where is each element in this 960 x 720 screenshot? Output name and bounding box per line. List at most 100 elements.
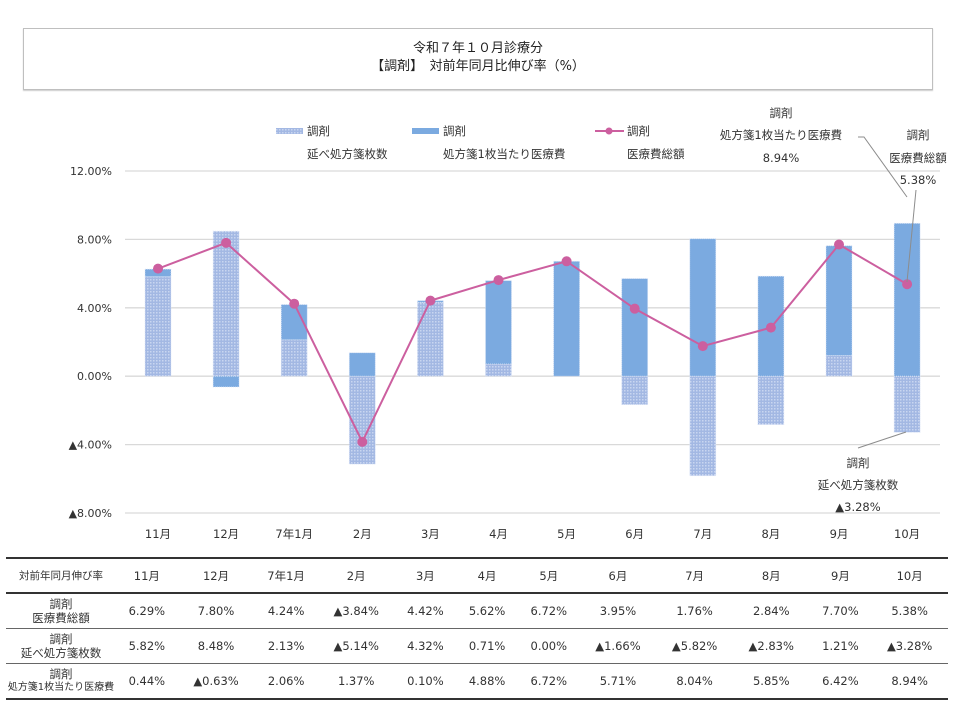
table-cell: 5.62%	[456, 593, 518, 629]
legend-label: 調剤	[307, 124, 330, 138]
bar-prescription-count	[348, 375, 376, 465]
table-cell: 4.24%	[254, 593, 318, 629]
bar-cost-per-sheet	[893, 222, 921, 377]
table-cell: 4.88%	[456, 663, 518, 700]
line-marker	[425, 295, 436, 306]
table-cell: 7.80%	[177, 593, 255, 629]
legend-item-count[interactable]: 調剤 延べ処方箋枚数	[276, 124, 388, 161]
table-cell: 0.10%	[394, 663, 457, 700]
data-table: 対前年同月伸び率 11月 12月 7年1月 2月 3月 4月 5月 6月 7月 …	[6, 557, 948, 700]
x-category-label: 12月	[213, 527, 239, 541]
line-marker	[289, 298, 300, 309]
table-cell: 6.42%	[809, 663, 872, 700]
bar-cost-per-sheet	[485, 280, 512, 365]
bar-prescription-count	[893, 375, 921, 433]
y-tick-label: 8.00%	[77, 233, 112, 246]
annotation-text: 調剤	[770, 106, 793, 120]
legend-item-per-sheet[interactable]: 調剤 処方箋1枚当たり医療費	[412, 124, 565, 161]
table-header-row: 対前年同月伸び率 11月 12月 7年1月 2月 3月 4月 5月 6月 7月 …	[6, 557, 948, 594]
bars	[144, 222, 921, 477]
column-header: 5月	[517, 557, 580, 594]
line-marker	[629, 303, 640, 314]
row-header: 調剤 処方箋1枚当たり医療費	[6, 663, 116, 700]
y-tick-label: 0.00%	[77, 370, 112, 383]
x-category-label: 6月	[625, 527, 644, 541]
x-axis-categories: 11月 12月 7年1月 2月 3月 4月 5月 6月 7月 8月 9月 10月	[145, 527, 920, 541]
y-tick-label: 12.00%	[70, 165, 112, 178]
column-header: 8月	[732, 557, 810, 594]
column-header: 7月	[656, 557, 733, 594]
line-marker	[357, 436, 368, 447]
legend-item-total[interactable]: 調剤 医療費総額	[595, 124, 685, 161]
table-cell: ▲3.28%	[871, 628, 948, 664]
table-cell: 7.70%	[809, 593, 872, 629]
x-category-label: 7月	[693, 527, 712, 541]
column-header: 4月	[456, 557, 518, 594]
row-header: 調剤 医療費総額	[6, 593, 116, 629]
line-marker	[493, 275, 504, 286]
legend-swatch-solid	[412, 128, 439, 134]
table-cell: 2.84%	[732, 593, 810, 629]
annotation-text: 延べ処方箋枚数	[818, 478, 899, 492]
table-cell: ▲5.14%	[317, 628, 395, 664]
annotation-value: ▲3.28%	[835, 500, 880, 514]
bar-prescription-count	[621, 375, 649, 405]
table-cell: 6.72%	[517, 593, 580, 629]
column-header: 3月	[394, 557, 457, 594]
bar-prescription-count	[212, 230, 240, 377]
x-category-label: 2月	[353, 527, 372, 541]
legend: 調剤 延べ処方箋枚数 調剤 処方箋1枚当たり医療費 調剤 医療費総額	[276, 124, 685, 161]
column-header: 6月	[579, 557, 657, 594]
legend-label: 医療費総額	[627, 147, 685, 161]
bar-prescription-count	[485, 363, 512, 377]
table-cell: 8.48%	[177, 628, 255, 664]
x-category-label: 5月	[557, 527, 576, 541]
table-row-total: 調剤 医療費総額 6.29% 7.80% 4.24% ▲3.84% 4.42% 5…	[6, 593, 948, 629]
table-cell: 0.00%	[517, 628, 580, 664]
table-cell: 3.95%	[579, 593, 657, 629]
row-header-line1: 調剤	[49, 632, 73, 646]
annotation-value: 5.38%	[900, 173, 937, 187]
table-cell: 2.13%	[254, 628, 318, 664]
table-cell: 8.94%	[871, 663, 948, 700]
legend-label: 調剤	[443, 124, 466, 138]
annotation-leader-line	[858, 136, 908, 198]
column-header: 2月	[317, 557, 395, 594]
annotation-leader-line	[857, 431, 907, 449]
bar-cost-per-sheet	[212, 375, 240, 388]
y-axis-ticks: 12.00% 8.00% 4.00% 0.00% ▲4.00% ▲8.00%	[69, 165, 112, 520]
table-cell: 1.76%	[656, 593, 733, 629]
line-marker	[834, 239, 844, 250]
bar-prescription-count	[280, 339, 308, 377]
table-cell: 5.85%	[732, 663, 810, 700]
legend-swatch-dotted	[276, 128, 303, 134]
legend-label: 処方箋1枚当たり医療費	[443, 147, 565, 161]
bar-cost-per-sheet	[689, 238, 717, 377]
x-category-label: 10月	[894, 527, 920, 541]
table-cell: 6.72%	[517, 663, 580, 700]
bar-cost-per-sheet	[825, 245, 853, 356]
column-header: 10月	[871, 557, 948, 594]
annotation-value: 8.94%	[763, 151, 800, 165]
table-cell: ▲5.82%	[656, 628, 733, 664]
chart-title-box: 令和７年１０月診療分 【調剤】 対前年同月比伸び率（%）	[23, 28, 933, 90]
table-cell: 8.04%	[656, 663, 733, 700]
bar-prescription-count	[689, 375, 717, 477]
line-series	[153, 237, 913, 447]
table-cell: 2.06%	[254, 663, 318, 700]
row-header-line2: 医療費総額	[32, 611, 90, 625]
x-category-label: 9月	[830, 527, 849, 541]
table-cell: 6.29%	[116, 593, 178, 629]
row-header: 調剤 延べ処方箋枚数	[6, 628, 116, 664]
table-cell: 5.38%	[871, 593, 948, 629]
line-marker	[902, 279, 913, 290]
table-row-per-sheet: 調剤 処方箋1枚当たり医療費 0.44% ▲0.63% 2.06% 1.37% 0…	[6, 663, 948, 700]
chart: 12.00% 8.00% 4.00% 0.00% ▲4.00% ▲8.00% 11月 12月…	[69, 106, 948, 541]
annotation-count: 調剤 延べ処方箋枚数 ▲3.28%	[818, 431, 907, 514]
legend-label: 調剤	[627, 124, 650, 138]
table-row-count: 調剤 延べ処方箋枚数 5.82% 8.48% 2.13% ▲5.14% 4.32%…	[6, 628, 948, 664]
table-cell: 0.71%	[456, 628, 518, 664]
table-cell: 5.71%	[579, 663, 657, 700]
bar-prescription-count	[144, 276, 172, 377]
line-marker	[221, 237, 232, 248]
